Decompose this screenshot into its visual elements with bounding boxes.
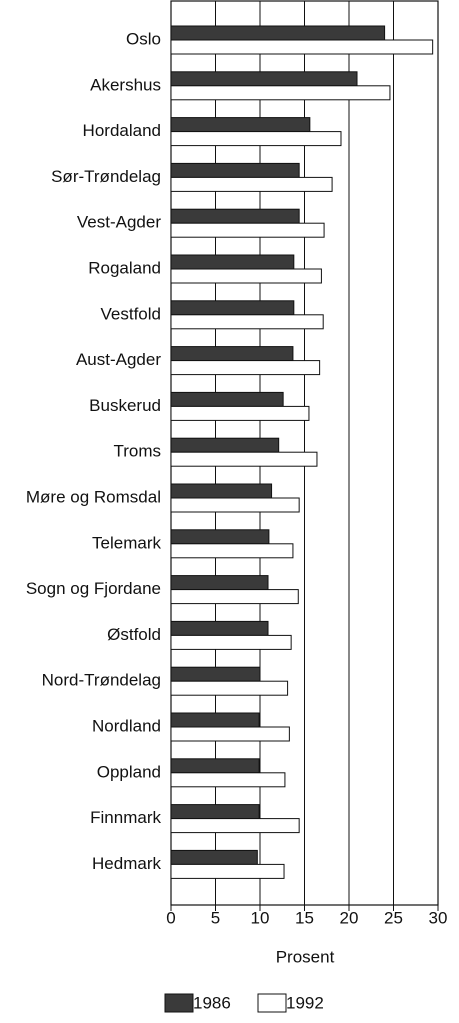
bar [170,71,358,87]
bar [170,497,300,513]
bar [170,346,294,362]
bar [170,268,322,284]
bar [170,666,261,682]
y-tick-label: Aust-Agder [76,350,161,369]
y-tick-label: Rogaland [88,258,161,277]
legend-swatch [164,993,194,1013]
y-tick-label: Sør-Trøndelag [51,167,161,186]
bar [170,131,342,147]
bar [170,208,300,224]
y-tick-label: Telemark [92,533,161,552]
bar [170,39,434,55]
bar [170,314,324,330]
bar [170,589,299,605]
bar [170,863,285,879]
y-tick-label: Nord-Trøndelag [42,671,161,690]
y-tick-label: Nordland [92,716,161,735]
x-tick-label: 15 [295,908,314,927]
x-tick-label: 25 [384,908,403,927]
bar [170,483,273,499]
bar [170,451,318,467]
y-tick-label: Troms [113,442,161,461]
legend-label: 1986 [193,993,231,1012]
bar [170,634,292,650]
x-axis-label: Prosent [276,947,335,966]
bar [170,176,333,192]
y-tick-label: Hedmark [92,854,161,873]
y-tick-label: Oslo [126,29,161,48]
bar [170,772,286,788]
y-tick-label: Finnmark [90,808,161,827]
y-tick-label: Buskerud [89,396,161,415]
bar [170,726,290,742]
bar [170,222,325,238]
y-tick-label: Møre og Romsdal [26,487,161,506]
bar [170,391,284,407]
bar [170,162,300,178]
legend-label: 1992 [286,993,324,1012]
bar [170,85,391,101]
x-tick-label: 5 [211,908,220,927]
bar [170,849,258,865]
bar [170,620,269,636]
y-tick-label: Østfold [107,625,161,644]
bar [170,437,280,453]
bar [170,529,270,545]
legend-swatch [257,993,287,1013]
y-tick-label: Akershus [90,75,161,94]
bar [170,405,310,421]
x-tick-label: 10 [251,908,270,927]
x-tick-label: 30 [429,908,448,927]
bar [170,680,289,696]
y-tick-label: Vest-Agder [77,213,161,232]
bar [170,543,294,559]
bar [170,300,295,316]
bar [170,117,311,133]
bar [170,818,300,834]
y-tick-label: Vestfold [101,304,162,323]
bar [170,360,321,376]
x-tick-label: 20 [340,908,359,927]
bar [170,575,269,591]
bar [170,254,295,270]
y-tick-label: Hordaland [83,121,161,140]
bar [170,758,260,774]
bar [170,25,386,41]
x-tick-label: 0 [166,908,175,927]
bar [170,712,260,728]
y-tick-label: Oppland [97,762,161,781]
y-tick-label: Sogn og Fjordane [26,579,161,598]
bar [170,804,260,820]
